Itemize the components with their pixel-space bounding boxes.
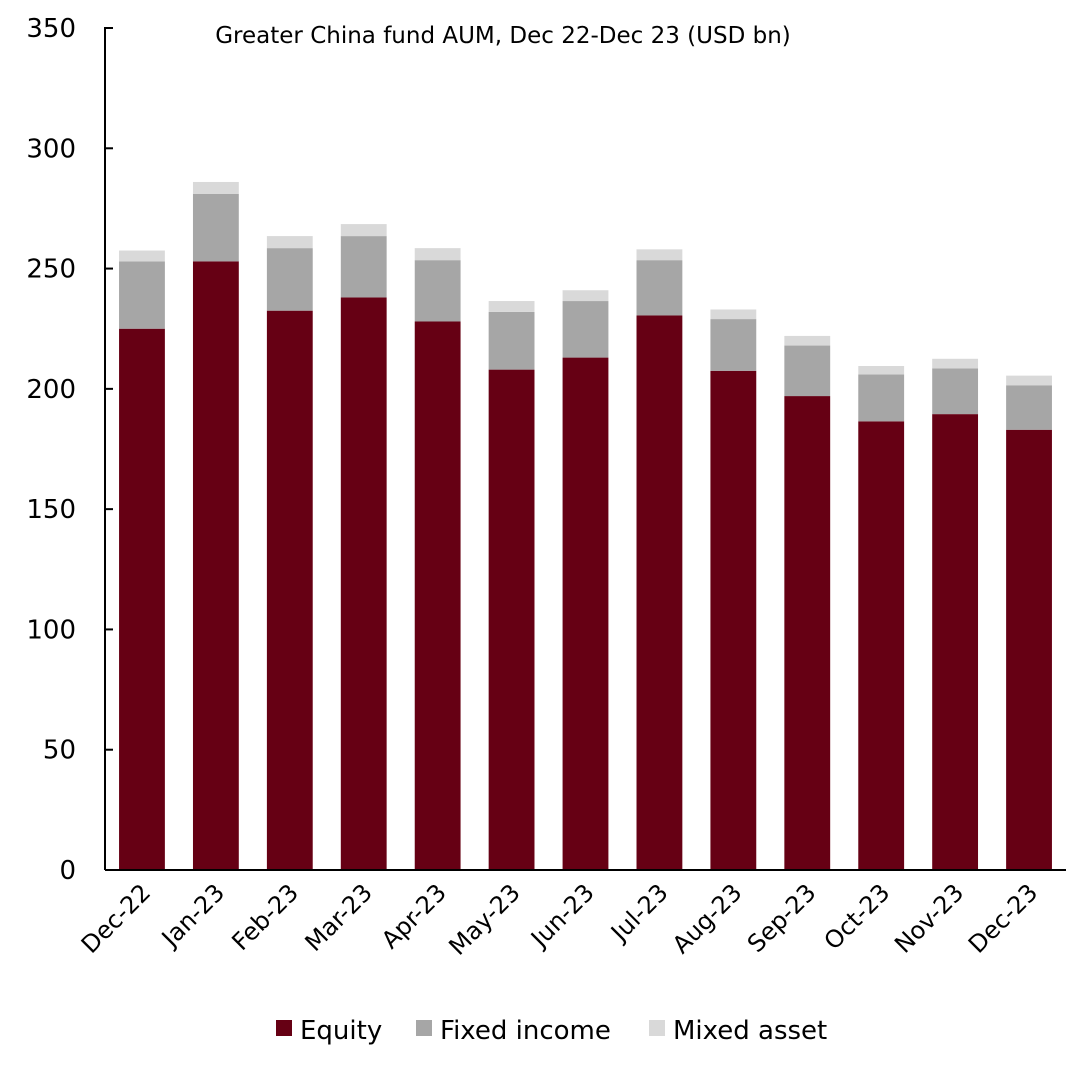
legend: Equity Fixed income Mixed asset xyxy=(276,1016,827,1046)
bar-mixed-asset-sep-23 xyxy=(784,335,831,346)
y-tick-label-250: 250 xyxy=(26,255,76,285)
bar-equity-feb-23 xyxy=(266,310,313,870)
bar-equity-nov-23 xyxy=(932,414,979,870)
bar-fixed-income-mar-23 xyxy=(340,236,387,298)
bar-mixed-asset-jan-23 xyxy=(192,181,239,194)
bar-equity-jun-23 xyxy=(562,357,609,871)
y-tick-label-100: 100 xyxy=(26,615,76,645)
x-tick-label-sep-23: Sep-23 xyxy=(742,878,822,958)
bar-mixed-asset-jul-23 xyxy=(636,249,683,261)
y-tick-label-50: 50 xyxy=(43,736,76,766)
bar-mixed-asset-oct-23 xyxy=(858,366,905,375)
bar-fixed-income-jun-23 xyxy=(562,301,609,358)
bar-fixed-income-aug-23 xyxy=(710,319,757,371)
x-tick-label-nov-23: Nov-23 xyxy=(889,878,969,958)
bar-mixed-asset-jun-23 xyxy=(562,290,609,302)
bar-equity-mar-23 xyxy=(340,297,387,870)
bar-equity-dec-23 xyxy=(1006,429,1052,870)
y-tick-label-150: 150 xyxy=(26,495,76,525)
bar-fixed-income-feb-23 xyxy=(266,248,313,311)
bar-fixed-income-jul-23 xyxy=(636,260,683,316)
bar-fixed-income-nov-23 xyxy=(932,368,979,415)
bar-fixed-income-jan-23 xyxy=(192,193,239,262)
bar-fixed-income-sep-23 xyxy=(784,345,831,397)
legend-label-equity: Equity xyxy=(300,1016,382,1046)
x-tick-label-jul-23: Jul-23 xyxy=(604,878,673,947)
bar-mixed-asset-mar-23 xyxy=(340,224,387,237)
y-tick-label-300: 300 xyxy=(26,134,76,164)
y-tick-label-350: 350 xyxy=(26,14,76,44)
bar-mixed-asset-nov-23 xyxy=(932,358,979,369)
legend-swatch-mixed-asset xyxy=(649,1020,665,1036)
bar-mixed-asset-may-23 xyxy=(488,301,535,312)
x-tick-label-oct-23: Oct-23 xyxy=(819,878,896,955)
bar-mixed-asset-dec-23 xyxy=(1006,375,1052,386)
legend-swatch-fixed-income xyxy=(416,1020,432,1036)
bar-equity-dec-22 xyxy=(119,328,165,871)
y-tick-label-200: 200 xyxy=(26,375,76,405)
chart-title: Greater China fund AUM, Dec 22-Dec 23 (U… xyxy=(215,23,791,49)
x-tick-label-aug-23: Aug-23 xyxy=(667,878,748,959)
bar-fixed-income-apr-23 xyxy=(414,260,461,322)
bar-fixed-income-may-23 xyxy=(488,311,535,370)
x-tick-label-dec-22: Dec-22 xyxy=(76,878,156,958)
legend-label-mixed-asset: Mixed asset xyxy=(673,1016,827,1046)
x-tick-label-mar-23: Mar-23 xyxy=(300,878,378,956)
bar-equity-jan-23 xyxy=(192,261,239,871)
bar-mixed-asset-apr-23 xyxy=(414,248,461,261)
legend-swatch-equity xyxy=(276,1020,292,1036)
bar-equity-apr-23 xyxy=(414,321,461,870)
bar-mixed-asset-aug-23 xyxy=(710,309,757,320)
x-tick-label-may-23: May-23 xyxy=(444,878,526,960)
bar-equity-may-23 xyxy=(488,369,535,870)
x-tick-label-jun-23: Jun-23 xyxy=(524,878,599,953)
bar-fixed-income-dec-22 xyxy=(119,261,165,329)
bar-equity-aug-23 xyxy=(710,370,757,870)
y-tick-label-0: 0 xyxy=(59,856,76,886)
bar-fixed-income-dec-23 xyxy=(1006,385,1052,430)
bar-mixed-asset-feb-23 xyxy=(266,236,313,249)
bar-equity-oct-23 xyxy=(858,421,905,870)
bars-layer xyxy=(119,181,1052,871)
x-tick-label-apr-23: Apr-23 xyxy=(376,878,452,954)
bar-fixed-income-oct-23 xyxy=(858,374,905,422)
bar-equity-sep-23 xyxy=(784,396,831,870)
x-tick-label-dec-23: Dec-23 xyxy=(963,878,1043,958)
x-tick-label-feb-23: Feb-23 xyxy=(226,878,304,956)
bar-mixed-asset-dec-22 xyxy=(119,250,165,262)
legend-label-fixed-income: Fixed income xyxy=(440,1016,611,1046)
x-tick-label-jan-23: Jan-23 xyxy=(155,878,230,953)
bar-equity-jul-23 xyxy=(636,315,683,871)
y-axis-ticks: 0 50 100 150 200 250 300 350 xyxy=(26,14,113,886)
axes-layer xyxy=(104,27,1066,871)
